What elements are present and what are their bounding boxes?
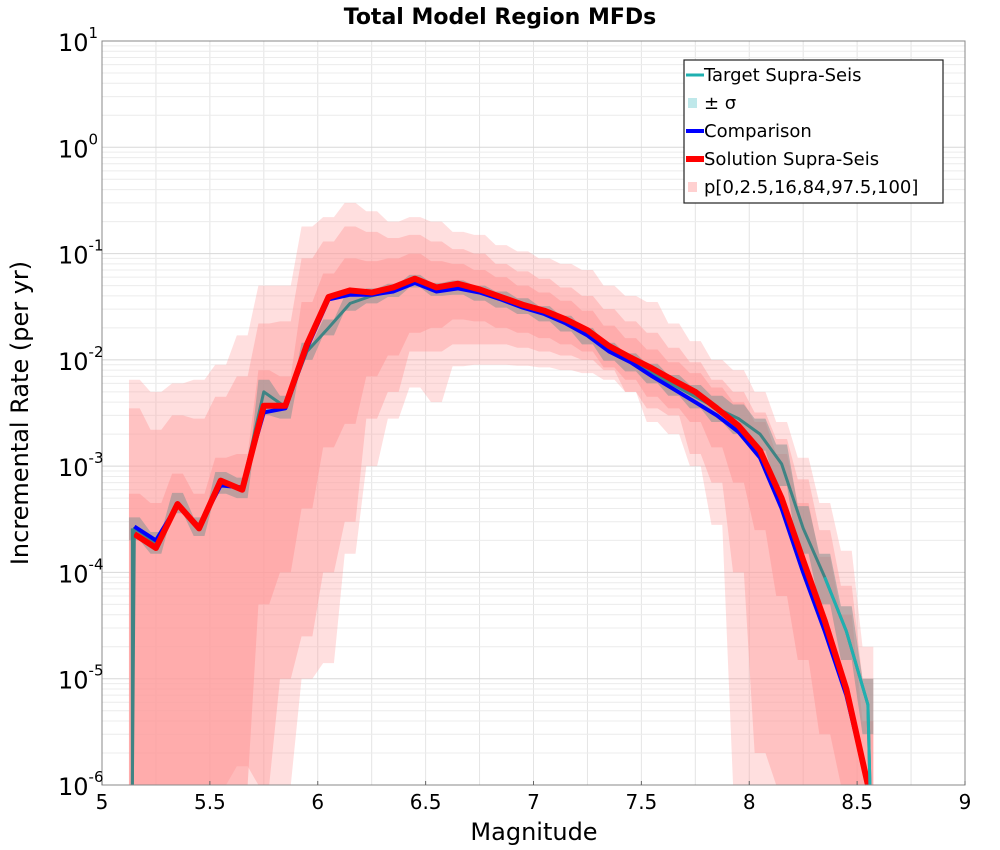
x-tick-label: 7.5	[625, 790, 657, 814]
y-tick-base: 10	[58, 135, 89, 163]
x-tick-label: 6	[311, 790, 324, 814]
y-tick-exponent: -4	[89, 555, 104, 573]
y-tick-base: 10	[58, 454, 89, 482]
y-axis-label: Incremental Rate (per yr)	[6, 261, 34, 565]
legend-label: Comparison	[704, 121, 812, 142]
y-tick-exponent: -6	[89, 768, 104, 786]
legend-box	[683, 59, 944, 204]
chart-title: Total Model Region MFDs	[344, 5, 657, 30]
y-tick-base: 10	[58, 242, 89, 270]
y-tick-label: 10-4	[58, 555, 104, 588]
legend-label: p[0,2.5,16,84,97.5,100]	[704, 177, 918, 198]
x-tick-label: 8.5	[841, 790, 873, 814]
y-tick-base: 10	[58, 773, 89, 801]
y-tick-exponent: -2	[89, 343, 104, 361]
y-tick-exponent: 0	[89, 130, 99, 148]
x-axis-label: Magnitude	[470, 818, 597, 846]
y-tick-base: 10	[58, 560, 89, 588]
x-tick-label: 5	[96, 790, 109, 814]
x-tick-label: 6.5	[410, 790, 442, 814]
x-tick-label: 5.5	[194, 790, 226, 814]
x-tick-label: 9	[959, 790, 972, 814]
legend-label: Target Supra-Seis	[703, 65, 861, 86]
y-tick-base: 10	[58, 29, 89, 57]
y-tick-label: 10-6	[58, 768, 104, 801]
series-lines	[130, 275, 872, 786]
y-tick-base: 10	[58, 667, 89, 695]
legend-swatch-patch	[688, 182, 697, 192]
series-Solution Supra-Seis	[132, 275, 871, 786]
y-tick-exponent: -3	[89, 449, 104, 467]
y-tick-base: 10	[58, 348, 89, 376]
legend-swatch-patch	[688, 98, 697, 108]
legend-label: Solution Supra-Seis	[704, 149, 879, 170]
y-tick-label: 100	[58, 130, 98, 163]
x-axis-ticks: 5 5.5 6 6.5 7 7.5 8 8.5 9	[96, 781, 972, 814]
y-tick-label: 10-5	[58, 662, 104, 695]
y-tick-label: 10-1	[58, 237, 104, 270]
series-target-tail	[823, 576, 872, 786]
y-tick-exponent: 1	[89, 24, 99, 42]
y-tick-exponent: -1	[89, 237, 104, 255]
legend: Target Supra-Seis ± σ Comparison Solution S…	[683, 59, 944, 204]
y-tick-label: 101	[58, 24, 98, 57]
y-tick-exponent: -5	[89, 662, 104, 680]
x-tick-label: 8	[743, 790, 756, 814]
y-tick-label: 10-2	[58, 343, 104, 376]
y-tick-label: 10-3	[58, 449, 104, 482]
x-tick-label: 7	[527, 790, 540, 814]
legend-label: ± σ	[704, 93, 736, 114]
